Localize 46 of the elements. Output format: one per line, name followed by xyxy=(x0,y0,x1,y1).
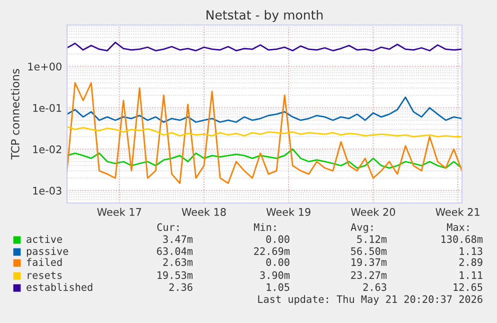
text: 22.69m xyxy=(254,247,290,255)
x-tick-label: Week 18 xyxy=(182,208,226,216)
text: 12.65 xyxy=(454,283,482,291)
text: 63.04m xyxy=(157,247,193,255)
legend-label: resets xyxy=(28,272,62,279)
text: Cur: xyxy=(157,223,179,231)
text: 0.00 xyxy=(266,235,290,243)
y-tick-label: 1e-03 xyxy=(33,186,62,195)
line-series xyxy=(67,148,462,169)
text: Last update: Thu May 21 20:20:37 2026 xyxy=(258,295,482,305)
text: 56.50m xyxy=(351,247,387,255)
text: 130.68m xyxy=(441,235,483,243)
text: 1.11 xyxy=(460,271,482,279)
text: 23.27m xyxy=(351,271,387,279)
text: 1.05 xyxy=(266,283,290,291)
text: 1.13 xyxy=(460,247,482,255)
text: 19.37m xyxy=(352,258,387,266)
y-tick-label: 1e+00 xyxy=(28,62,62,70)
x-tick-label: Week 19 xyxy=(266,208,310,216)
text: Max: xyxy=(447,223,469,231)
legend-label: active xyxy=(26,235,62,243)
text: 5.12m xyxy=(357,235,387,243)
text: 2.63 xyxy=(363,283,386,291)
text: 19.53m xyxy=(158,271,193,279)
text: 2.36 xyxy=(169,283,192,291)
x-tick-label: Week 17 xyxy=(97,208,142,216)
chart-title: Netstat - by month xyxy=(206,10,323,22)
text: 0.00 xyxy=(266,258,290,266)
line-series xyxy=(67,42,462,52)
y-tick-label: 1e-02 xyxy=(33,145,62,154)
line-series xyxy=(67,96,462,123)
x-tick-label: Week 21 xyxy=(436,208,480,216)
text: Avg: xyxy=(350,223,373,233)
text: 3.47m xyxy=(163,235,193,243)
line-series xyxy=(67,126,462,138)
text: 2.63m xyxy=(163,258,193,266)
y-axis-title: TCP connections xyxy=(10,68,20,160)
line-series xyxy=(67,82,462,184)
text: 2.89 xyxy=(459,258,482,266)
legend-label: failed xyxy=(26,258,62,266)
legend-label: passive xyxy=(26,247,68,257)
legend-label: established xyxy=(26,283,92,291)
text: 3.90m xyxy=(260,271,290,279)
text: Min: xyxy=(254,223,276,231)
y-tick-label: 1e-01 xyxy=(33,104,62,112)
x-tick-label: Week 20 xyxy=(350,208,396,216)
